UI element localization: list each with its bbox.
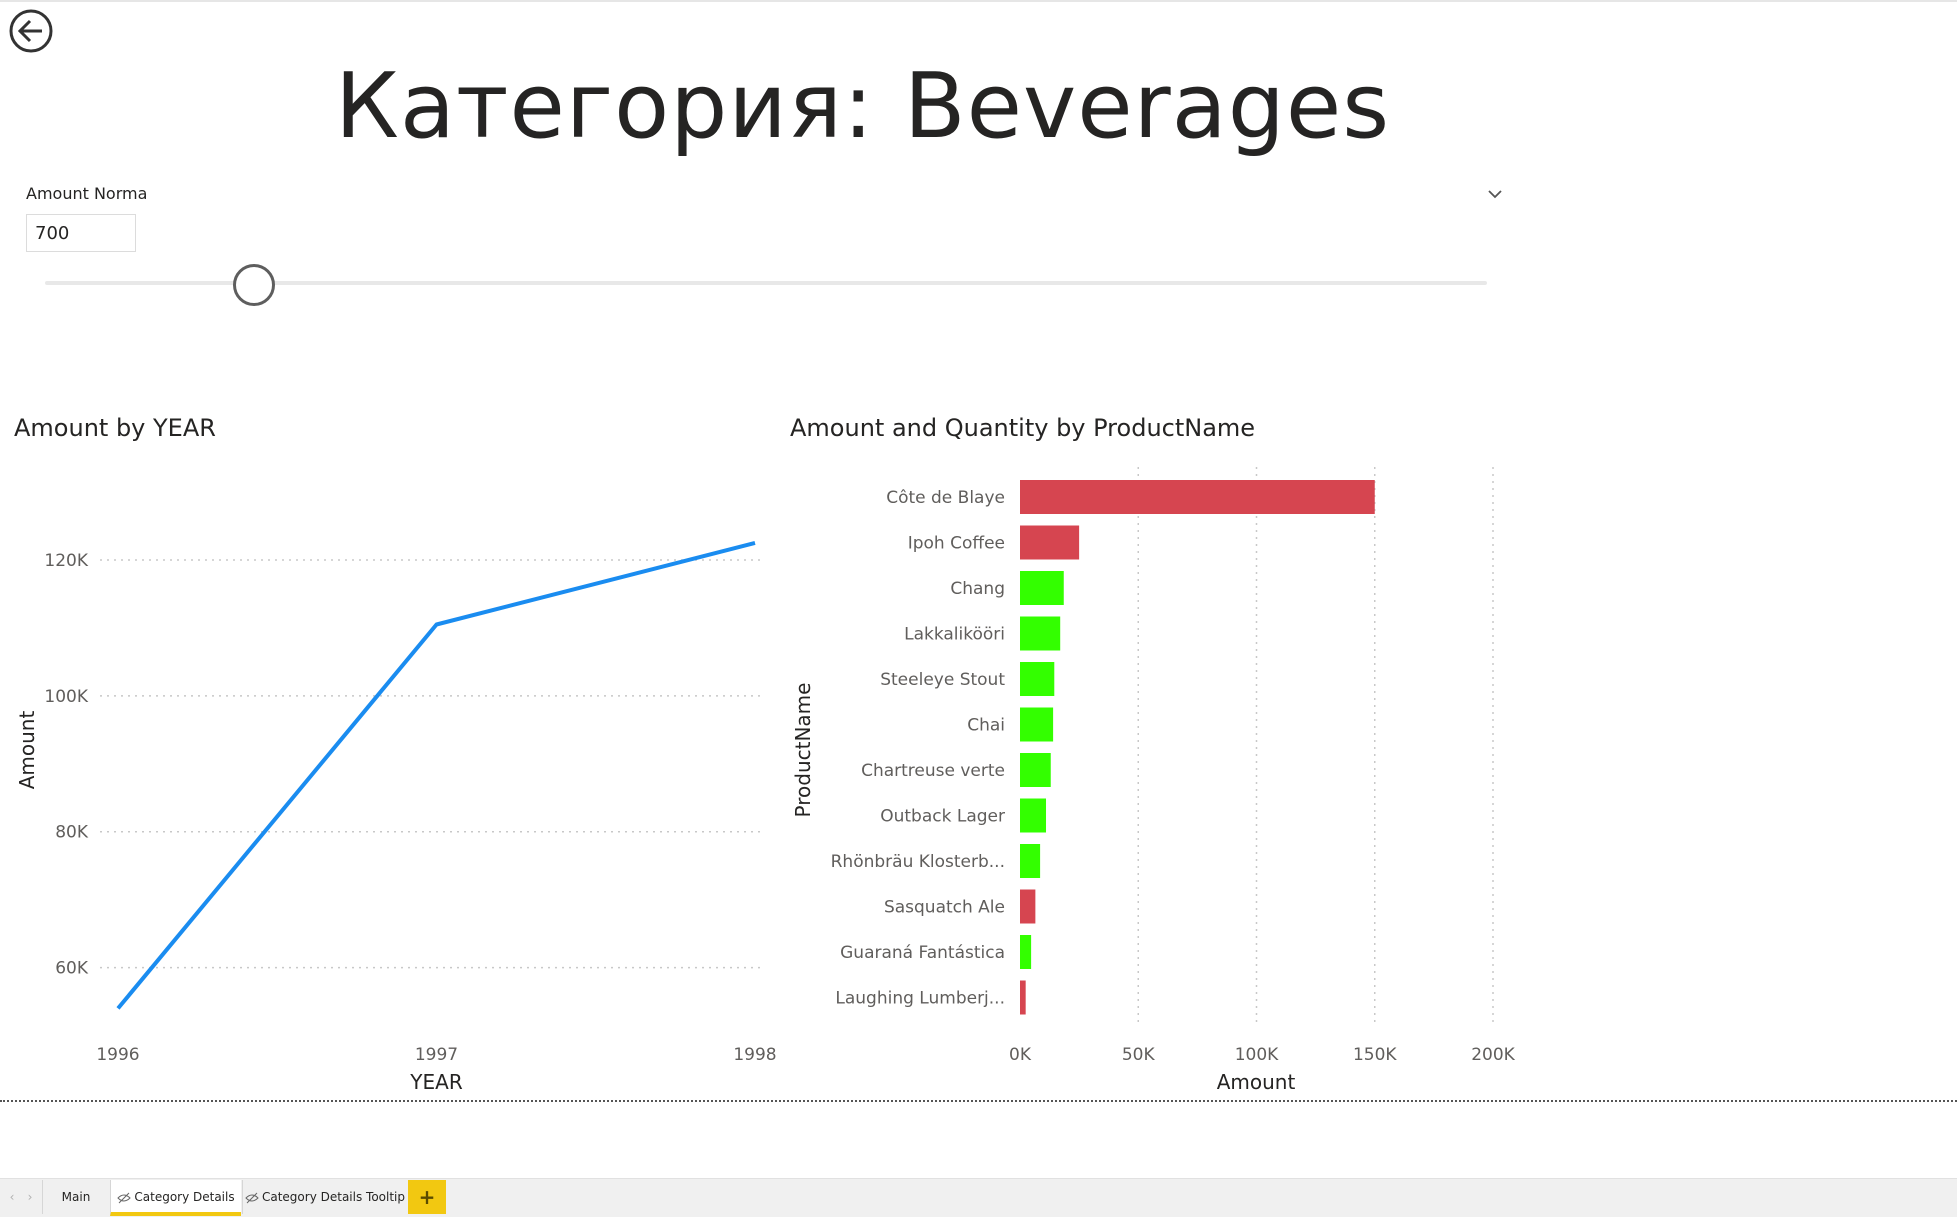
- page-boundary: [0, 1100, 1957, 1102]
- x-tick-label: 1997: [415, 1045, 458, 1065]
- category-label: Outback Lager: [880, 807, 1005, 827]
- tab-label: Main: [61, 1190, 91, 1204]
- y-axis-title: Amount: [15, 711, 39, 790]
- y-tick-label: 120K: [44, 551, 88, 571]
- add-page-button[interactable]: +: [408, 1180, 446, 1214]
- report-canvas: Категория: Beverages Amount Norma 700 Am…: [0, 0, 1957, 1094]
- category-label: Lakkalikööri: [904, 625, 1005, 645]
- bar: [1020, 707, 1054, 742]
- bar: [1020, 753, 1051, 787]
- slicer-title: Amount Norma: [26, 184, 148, 203]
- bar: [1020, 844, 1041, 878]
- category-label: Chai: [967, 716, 1005, 736]
- x-axis-title: YEAR: [409, 1070, 463, 1094]
- hidden-eye-icon: [245, 1192, 259, 1203]
- back-arrow-icon[interactable]: [8, 8, 54, 54]
- category-label: Sasquatch Ale: [884, 898, 1005, 918]
- x-tick-label: 50K: [1122, 1045, 1156, 1065]
- bar: [1020, 889, 1036, 924]
- x-tick-label: 150K: [1353, 1045, 1397, 1065]
- line-chart-title: Amount by YEAR: [14, 414, 216, 442]
- series-line: [116, 541, 756, 1010]
- line-chart: 60K 80K 100K 120K 1996 1997 1998 YEAR Amount: [15, 541, 777, 1094]
- x-tick-label: 0K: [1009, 1045, 1032, 1065]
- y-tick-label: 60K: [55, 959, 89, 979]
- chevron-down-icon[interactable]: [1484, 183, 1506, 205]
- y-tick-label: 80K: [55, 823, 89, 843]
- x-axis-title: Amount: [1217, 1070, 1296, 1094]
- tab-main[interactable]: Main: [42, 1180, 109, 1214]
- category-label: Côte de Blaye: [886, 488, 1005, 508]
- category-label: Guaraná Fantástica: [840, 943, 1005, 963]
- slicer-value-input[interactable]: 700: [26, 214, 136, 252]
- next-page-icon[interactable]: ›: [27, 1190, 33, 1204]
- category-label: Steeleye Stout: [880, 670, 1005, 690]
- tab-label: Category Details Tooltip: [261, 1190, 405, 1204]
- category-label: Ipoh Coffee: [908, 534, 1005, 554]
- category-label: Chartreuse verte: [861, 761, 1005, 781]
- bar: [1020, 798, 1047, 833]
- bar: [1020, 935, 1032, 969]
- bar: [1020, 525, 1080, 560]
- tab-category-details[interactable]: Category Details: [110, 1180, 241, 1216]
- page-title: Категория: Beverages: [335, 54, 1391, 159]
- x-tick-label: 200K: [1471, 1045, 1515, 1065]
- bar: [1020, 480, 1375, 514]
- slider-track[interactable]: [45, 281, 1487, 285]
- category-label: Chang: [950, 579, 1005, 599]
- bar-chart: 0K 50K 100K 150K 200K Côte de Blaye Ipoh Coffe…: [791, 467, 1516, 1094]
- category-label: Rhönbräu Klosterb...: [831, 852, 1005, 872]
- bar: [1020, 616, 1061, 651]
- slider-handle[interactable]: [233, 264, 276, 306]
- hidden-eye-icon: [117, 1192, 132, 1203]
- tab-category-details-tooltip[interactable]: Category Details Tooltip: [242, 1180, 407, 1214]
- y-axis-title: ProductName: [791, 683, 815, 818]
- tab-label: Category Details: [134, 1190, 235, 1204]
- y-tick-label: 100K: [44, 687, 88, 707]
- bar: [1020, 980, 1026, 1015]
- x-tick-label: 1996: [96, 1045, 139, 1065]
- bar: [1020, 662, 1055, 696]
- x-tick-label: 1998: [733, 1045, 776, 1065]
- bar: [1020, 571, 1064, 605]
- bar-chart-title: Amount and Quantity by ProductName: [790, 414, 1256, 442]
- prev-page-icon[interactable]: ‹: [9, 1190, 15, 1204]
- category-label: Laughing Lumberj...: [835, 989, 1005, 1009]
- x-tick-label: 100K: [1235, 1045, 1279, 1065]
